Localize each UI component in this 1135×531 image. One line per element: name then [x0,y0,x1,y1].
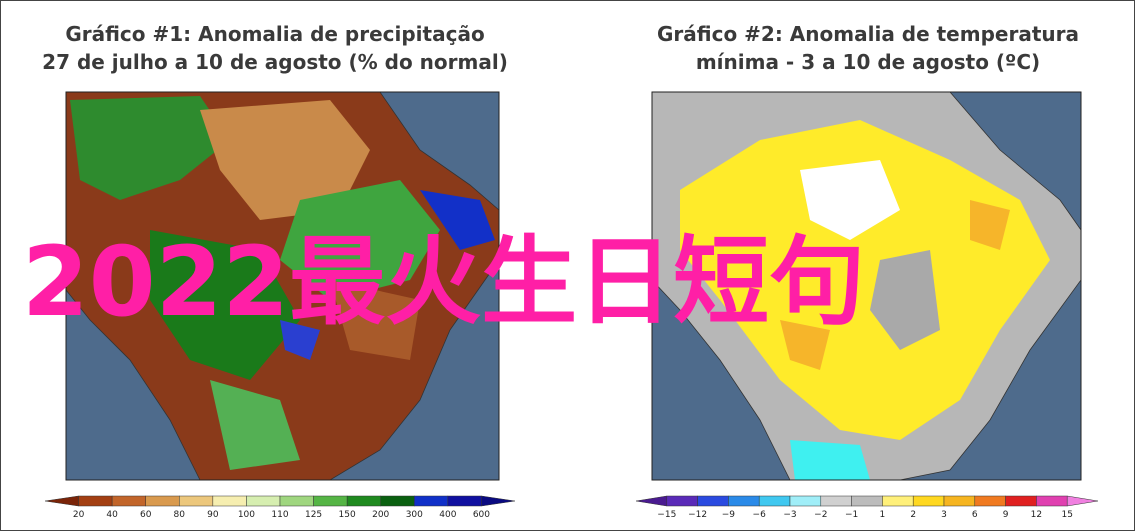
colorbar-arrow [1066,495,1099,507]
colorbar-cell [943,495,976,507]
colorbar-label: −3 [783,510,796,520]
temp-map [652,92,1081,480]
colorbar-cell [882,495,914,507]
colorbar-cell [179,495,214,507]
colorbar-label: −12 [688,510,707,520]
colorbar-cell [380,495,415,507]
colorbar-cell [414,495,449,507]
panel-title: Gráfico #1: Anomalia de precipitação [65,22,484,46]
colorbar-cell [1036,495,1068,507]
colorbar-cell [447,495,482,507]
colorbar-label: 9 [1003,510,1009,520]
colorbar-label: −1 [845,510,858,520]
panel-title: Gráfico #2: Anomalia de temperatura [657,22,1079,46]
colorbar: −15 −12 −9 −6 −3 −2 −1 1 2 3 6 9 12 15 [635,495,1099,520]
colorbar-label: 12 [1031,510,1042,520]
colorbar-label: 150 [339,510,356,520]
colorbar-cell [1005,495,1037,507]
colorbar-cell [758,495,791,507]
map-border [65,91,500,481]
colorbar-cell [313,495,348,507]
map-border [651,91,1082,481]
colorbar-label: 1 [880,510,886,520]
colorbar-label: −6 [753,510,767,520]
colorbar-cell [246,495,281,507]
colorbar-label: 400 [439,510,456,520]
panel-subtitle: 27 de julho a 10 de agosto (% do normal) [42,50,508,74]
colorbar-label: 60 [140,510,152,520]
precip-map [66,92,499,480]
colorbar-label: 300 [406,510,423,520]
overlay-text: 2022最火生日短句 [22,226,865,338]
colorbar-label: 600 [473,510,490,520]
colorbar-label: 15 [1061,510,1072,520]
colorbar-cell [279,495,314,507]
colorbar-label: −9 [722,510,736,520]
colorbar-cell [78,495,113,507]
colorbar-label: 40 [106,510,118,520]
colorbar-label: −15 [657,510,676,520]
colorbar-cell [851,495,883,507]
colorbar-label: 20 [73,510,85,520]
colorbar-label: 125 [305,510,322,520]
colorbar-cell [728,495,760,507]
colorbar-cell [212,495,247,507]
colorbar-cell [697,495,729,507]
colorbar-arrow [481,495,516,507]
colorbar-label: 2 [910,510,916,520]
colorbar-label: 100 [238,510,255,520]
panel-subtitle: mínima - 3 a 10 de agosto (ºC) [696,50,1040,74]
colorbar-cell [789,495,822,507]
colorbar-cell [111,495,146,507]
colorbar-cell [666,495,698,507]
colorbar-label: 200 [372,510,389,520]
colorbar-label: 3 [941,510,947,520]
colorbar-cell [974,495,1006,507]
colorbar-label: 80 [174,510,186,520]
colorbar-label: 90 [207,510,219,520]
colorbar-cell [145,495,180,507]
colorbar-cell [346,495,381,507]
colorbar-label: −2 [814,510,827,520]
colorbar-label: 6 [972,510,978,520]
colorbar-label: 110 [271,510,288,520]
colorbar-cell [820,495,852,507]
colorbar-cell [912,495,945,507]
colorbar: 20 40 60 80 90 100 110 125 150 200 300 400 600 [44,495,516,520]
